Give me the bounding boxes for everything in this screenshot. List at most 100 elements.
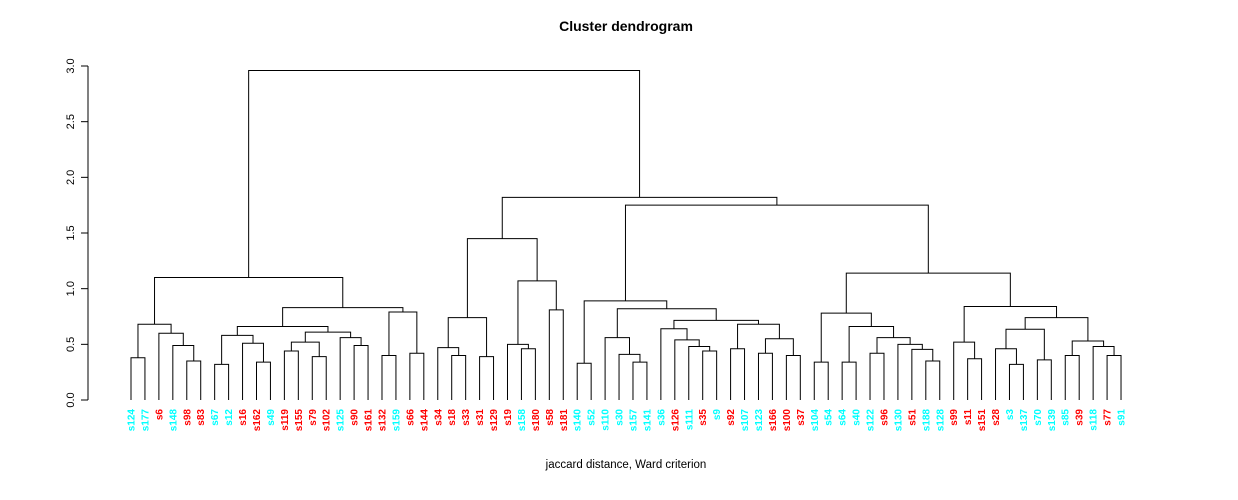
dendrogram-branch [616,308,717,338]
leaf-label-s177: s177 [140,409,151,432]
leaf-label-s126: s126 [670,409,681,432]
leaf-label-s159: s159 [391,409,402,432]
dendrogram-branch [897,343,923,400]
leaf-label-s6: s6 [154,409,165,421]
leaf-label-s125: s125 [336,409,347,432]
leaf-label-s77: s77 [1103,409,1114,426]
leaf-label-s98: s98 [182,409,193,426]
leaf-label-s92: s92 [726,409,737,426]
dendrogram-branch [632,361,648,400]
leaf-label-s91: s91 [1117,409,1128,426]
dendrogram-branch [221,334,254,365]
leaf-label-s123: s123 [754,409,765,432]
leaf-label-s102: s102 [322,409,333,432]
dendrogram-branch [256,361,271,400]
leaf-label-s122: s122 [866,409,877,432]
leaf-label-s141: s141 [642,409,653,432]
dendrogram-branch [172,344,195,400]
leaf-label-s31: s31 [475,409,486,426]
leaf-label-s19: s19 [503,409,514,426]
dendrogram-branch [925,360,941,400]
y-tick-label: 1.5 [65,225,77,240]
leaf-label-s148: s148 [168,409,179,432]
leaf-label-s161: s161 [364,409,375,432]
y-tick-label: 2.0 [65,170,77,185]
leaf-label-s16: s16 [238,409,249,426]
x-axis-caption: jaccard distance, Ward criterion [545,459,707,471]
leaf-label-s70: s70 [1033,409,1044,426]
dendrogram-branch [1036,359,1052,400]
leaf-label-s139: s139 [1047,409,1058,432]
dendrogram-branch [1106,354,1122,400]
dendrogram-branch [447,317,488,357]
dendrogram-branch [517,280,557,345]
leaf-label-s58: s58 [545,409,556,426]
dendrogram-branch [409,352,425,400]
leaf-label-s33: s33 [461,409,472,426]
dendrogram-branch [214,363,230,400]
dendrogram-branch [820,312,872,363]
dendrogram-branch [618,353,641,400]
dendrogram-branch [479,356,495,400]
dendrogram-branch [501,196,778,239]
dendrogram-branch [548,309,564,400]
leaf-label-s118: s118 [1089,409,1100,431]
dendrogram-branch [576,362,592,400]
leaf-label-s181: s181 [559,409,570,432]
dendrogram-branch [1005,328,1045,360]
dendrogram-branch [236,326,329,336]
dendrogram-branch [520,348,536,400]
dendrogram-branch [137,323,172,358]
y-tick-label: 3.0 [65,58,77,73]
leaf-label-s9: s9 [712,409,723,421]
dendrogram-branch [283,350,299,400]
leaf-label-s107: s107 [740,409,751,432]
leaf-label-s79: s79 [308,409,319,426]
leaf-label-s144: s144 [419,409,430,432]
leaf-label-s188: s188 [921,409,932,432]
leaf-label-s137: s137 [1019,409,1030,432]
dendrogram-branch [353,344,369,400]
dendrogram-branch [506,343,529,400]
leaf-label-s37: s37 [796,409,807,426]
y-tick-label: 0.5 [65,337,77,352]
dendrogram-branch [339,337,362,400]
leaf-label-s64: s64 [838,409,849,426]
dendrogram-branch [869,352,885,400]
dendrogram-branch [381,354,397,400]
leaf-label-s39: s39 [1075,409,1086,426]
dendrogram-branch [1064,354,1080,400]
leaf-label-s52: s52 [587,409,598,426]
dendrogram-branch [130,357,146,400]
leaf-label-s180: s180 [531,409,542,432]
dendrogram-branch [154,277,344,325]
leaf-label-s132: s132 [377,409,388,432]
leaf-label-s158: s158 [517,409,528,432]
dendrogram-branch [688,346,711,400]
leaf-label-s40: s40 [852,409,863,426]
leaf-label-s85: s85 [1061,409,1072,426]
dendrogram-branch [248,69,641,278]
leaf-label-s28: s28 [991,409,1002,426]
leaf-label-s49: s49 [266,409,277,426]
y-tick-label: 2.5 [65,114,77,129]
dendrogram-branch [311,356,327,400]
dendrogram-branch [242,342,264,400]
dendrogram-branch [813,361,829,400]
leaf-label-s124: s124 [127,409,138,432]
dendrogram-branch [186,360,202,400]
leaf-label-s119: s119 [280,409,291,431]
dendrogram-branch [388,311,418,356]
leaf-label-s111: s111 [684,409,695,431]
leaf-label-s36: s36 [656,409,667,426]
dendrogram-branch [876,337,911,354]
leaf-label-s100: s100 [782,409,793,432]
dendrogram-branch [604,337,630,400]
y-tick-label: 0.0 [65,392,77,407]
dendrogram-branch [674,339,700,400]
dendrogram-branch [967,358,983,400]
dendrogram-branch [1008,363,1024,400]
leaf-label-s99: s99 [949,409,960,426]
leaf-label-s12: s12 [224,409,235,426]
